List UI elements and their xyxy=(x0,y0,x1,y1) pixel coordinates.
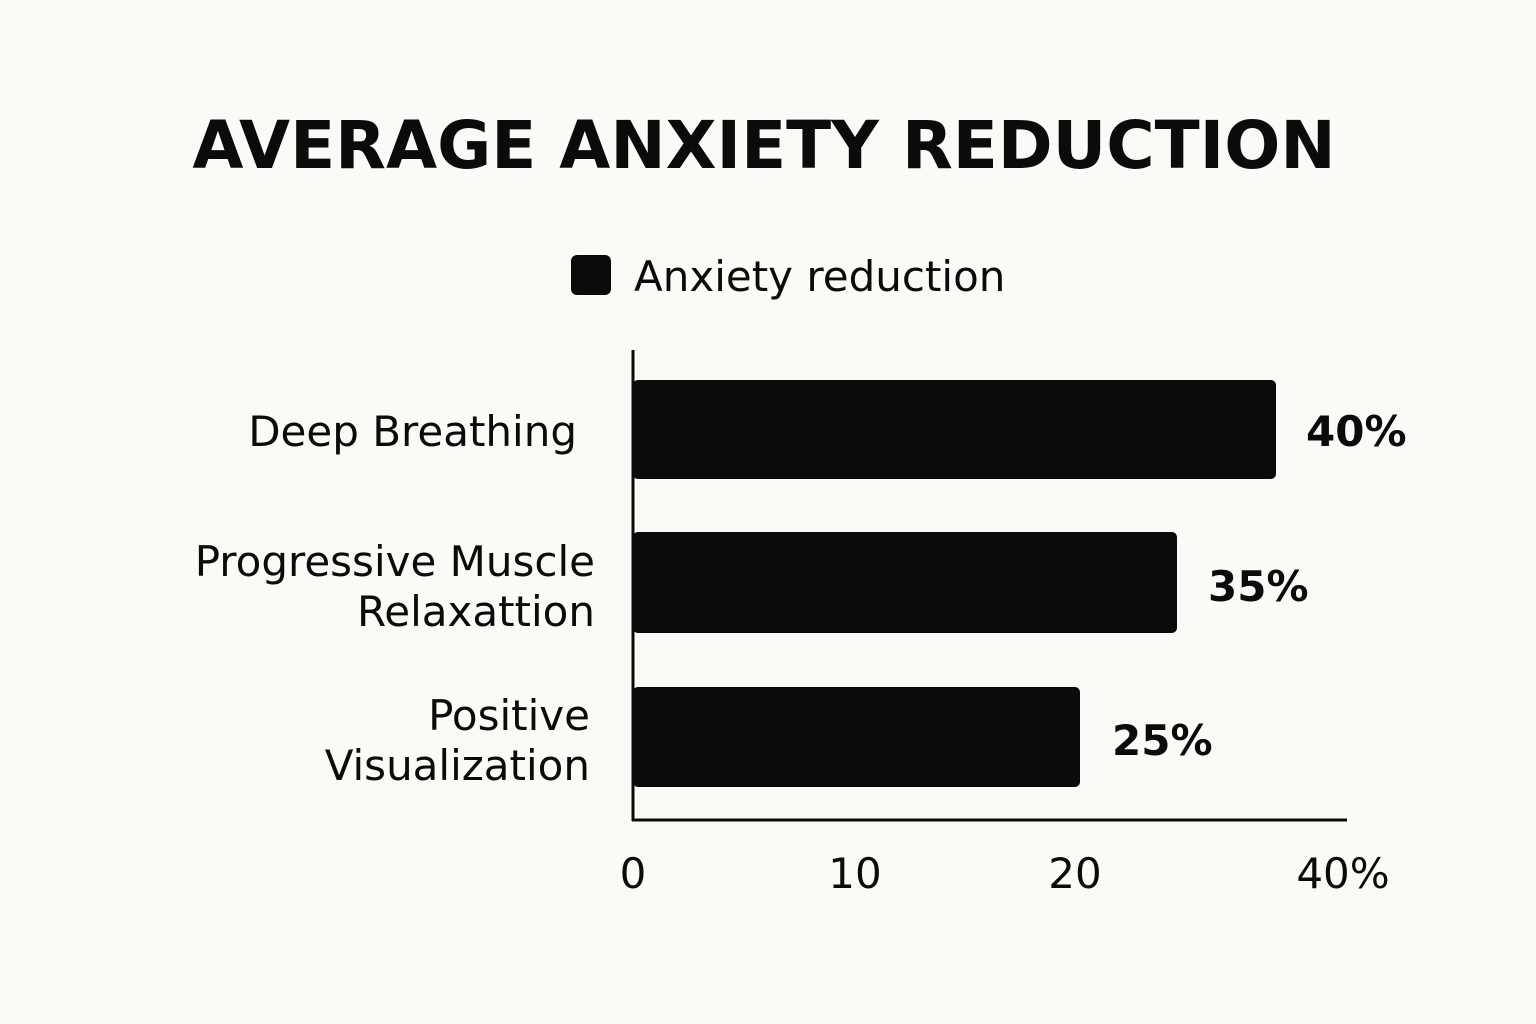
legend: Anxiety reduction xyxy=(571,252,1005,301)
value-label-2: 25% xyxy=(1112,716,1213,765)
bars-layer xyxy=(633,380,1276,787)
x-tick-labels: 0 10 20 40% xyxy=(620,849,1390,898)
category-label-2-line-1: Visualization xyxy=(325,741,590,790)
category-labels: Deep Breathing Progressive MuscleRelaxatt… xyxy=(195,407,595,790)
legend-swatch xyxy=(571,255,611,295)
x-tick-label-1: 10 xyxy=(828,849,881,898)
chart-title: AVERAGE ANXIETY REDUCTION xyxy=(192,107,1335,184)
category-label-1-line-1: Relaxattion xyxy=(357,587,595,636)
x-tick-label-2: 20 xyxy=(1048,849,1101,898)
x-tick-label-0: 0 xyxy=(620,849,647,898)
category-label-1-line-0: Progressive Muscle xyxy=(195,537,595,586)
x-tick-label-3: 40% xyxy=(1296,849,1389,898)
bar-2 xyxy=(633,687,1080,787)
category-label-2-line-0: Positive xyxy=(428,691,590,740)
value-label-0: 40% xyxy=(1306,407,1407,456)
bar-1 xyxy=(633,532,1177,633)
category-label-0-line-0: Deep Breathing xyxy=(248,407,577,456)
bar-0 xyxy=(633,380,1276,479)
value-labels: 40% 35% 25% xyxy=(1112,407,1407,765)
legend-label: Anxiety reduction xyxy=(634,252,1005,301)
value-label-1: 35% xyxy=(1208,562,1309,611)
